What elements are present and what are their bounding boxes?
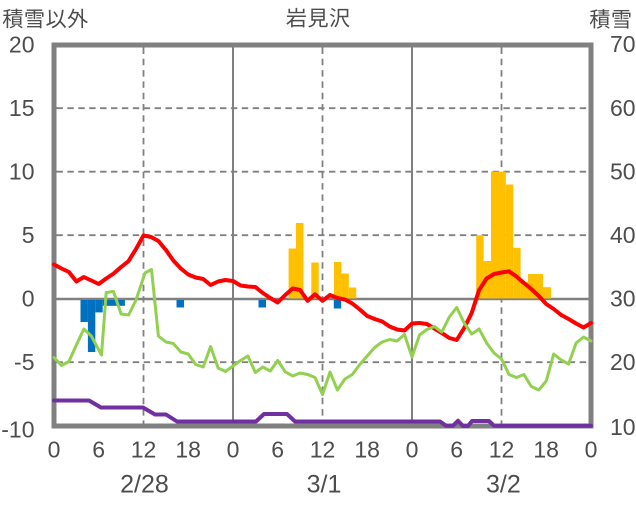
svg-text:2/28: 2/28: [120, 471, 169, 499]
svg-text:30: 30: [610, 286, 636, 312]
svg-text:15: 15: [9, 95, 35, 121]
svg-text:40: 40: [610, 222, 636, 248]
svg-text:18: 18: [354, 437, 380, 463]
svg-text:6: 6: [271, 437, 284, 463]
svg-text:12: 12: [310, 437, 336, 463]
svg-text:10: 10: [9, 159, 35, 185]
svg-text:-10: -10: [1, 417, 34, 443]
svg-text:0: 0: [227, 437, 240, 463]
svg-text:-5: -5: [14, 349, 34, 375]
svg-text:6: 6: [92, 437, 105, 463]
svg-text:70: 70: [610, 31, 636, 57]
svg-text:10: 10: [610, 414, 636, 440]
svg-text:50: 50: [610, 159, 636, 185]
svg-text:3/1: 3/1: [307, 471, 342, 499]
svg-text:20: 20: [610, 349, 636, 375]
svg-text:12: 12: [131, 437, 157, 463]
svg-text:0: 0: [585, 437, 598, 463]
svg-text:20: 20: [9, 32, 35, 58]
svg-text:3/2: 3/2: [486, 471, 521, 499]
svg-text:6: 6: [450, 437, 463, 463]
svg-text:12: 12: [489, 437, 515, 463]
svg-text:18: 18: [533, 437, 559, 463]
svg-text:18: 18: [175, 437, 201, 463]
svg-text:0: 0: [48, 437, 61, 463]
svg-text:5: 5: [22, 222, 35, 248]
svg-text:0: 0: [406, 437, 419, 463]
svg-text:60: 60: [610, 95, 636, 121]
svg-text:0: 0: [22, 286, 35, 312]
